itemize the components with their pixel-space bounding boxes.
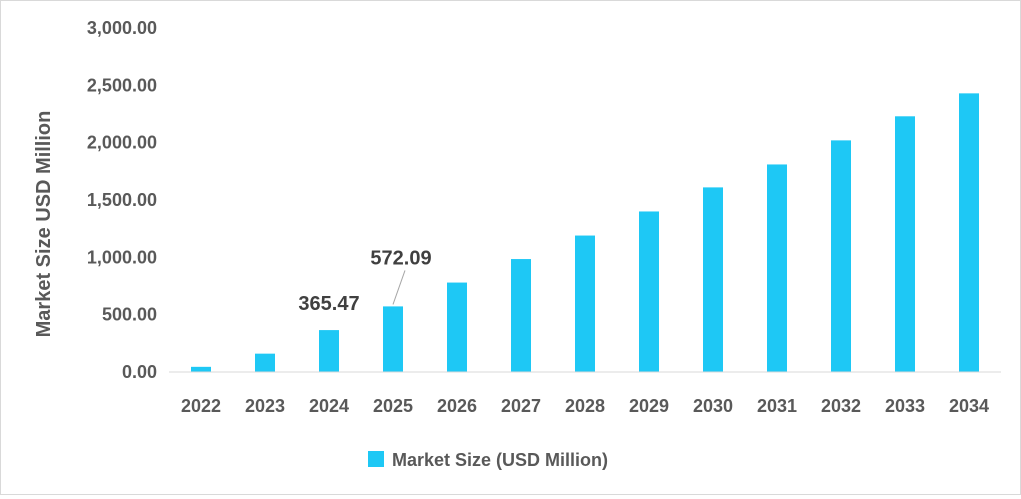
x-tick-label: 2026 (437, 396, 477, 416)
x-tick-label: 2029 (629, 396, 669, 416)
x-tick-label: 2028 (565, 396, 605, 416)
y-tick-label: 1,500.00 (87, 190, 157, 210)
legend[interactable]: Market Size (USD Million) (368, 450, 608, 470)
bar-2033[interactable] (895, 116, 915, 372)
data-labels: 365.47 572.09 (298, 247, 431, 315)
bar-2025[interactable] (383, 306, 403, 372)
bar-2023[interactable] (255, 353, 275, 372)
y-tick-label: 3,000.00 (87, 18, 157, 38)
bar-2026[interactable] (447, 282, 467, 372)
y-tick-label: 1,000.00 (87, 247, 157, 267)
legend-label: Market Size (USD Million) (392, 450, 608, 470)
data-label-2024: 365.47 (298, 293, 359, 315)
y-axis-ticks: 0.00 500.00 1,000.00 1,500.00 2,000.00 2,500.… (87, 18, 157, 382)
y-tick-label: 0.00 (122, 362, 157, 382)
x-tick-label: 2030 (693, 396, 733, 416)
y-tick-label: 500.00 (102, 305, 157, 325)
x-axis-ticks: 2022 2023 2024 2025 2026 2027 2028 2029 2030 2031… (181, 396, 989, 416)
bar-2027[interactable] (511, 259, 531, 372)
bar-2028[interactable] (575, 235, 595, 372)
x-tick-label: 2025 (373, 396, 413, 416)
bar-2031[interactable] (767, 164, 787, 372)
x-tick-label: 2031 (757, 396, 797, 416)
bars (191, 93, 979, 373)
y-tick-label: 2,500.00 (87, 75, 157, 95)
bar-2030[interactable] (703, 187, 723, 372)
x-tick-label: 2032 (821, 396, 861, 416)
bar-2024[interactable] (319, 330, 339, 372)
legend-swatch (368, 451, 384, 467)
y-tick-label: 2,000.00 (87, 133, 157, 153)
bar-2022[interactable] (191, 366, 211, 372)
bar-2029[interactable] (639, 211, 659, 372)
bar-2034[interactable] (959, 93, 979, 373)
x-tick-label: 2024 (309, 396, 349, 416)
x-tick-label: 2033 (885, 396, 925, 416)
x-tick-label: 2027 (501, 396, 541, 416)
bar-2032[interactable] (831, 140, 851, 372)
data-label-2025: 572.09 (370, 247, 431, 269)
x-tick-label: 2034 (949, 396, 989, 416)
y-axis-title: Market Size USD Million (33, 111, 55, 338)
leader-line-2025 (392, 270, 406, 305)
x-tick-label: 2023 (245, 396, 285, 416)
x-tick-label: 2022 (181, 396, 221, 416)
